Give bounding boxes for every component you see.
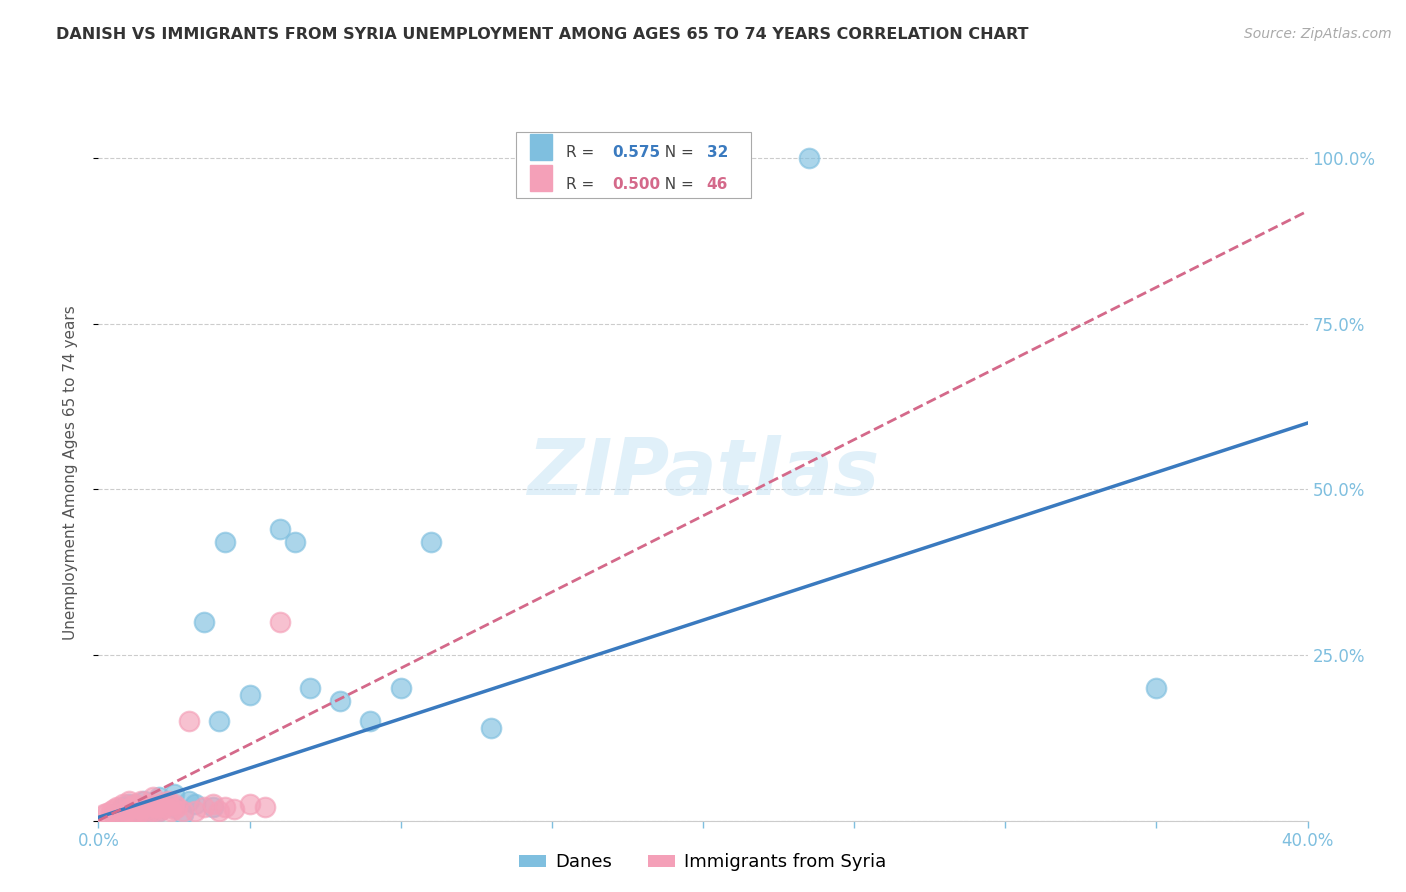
Point [129, 805, 152, 820]
Text: 0.575: 0.575 [613, 145, 661, 161]
Point [797, 151, 820, 165]
Point [202, 800, 225, 814]
Point [156, 794, 179, 808]
Point [202, 797, 225, 811]
Point [160, 804, 183, 818]
Point [132, 800, 155, 814]
Point [124, 797, 146, 811]
Point [96, 805, 118, 820]
Point [103, 802, 125, 816]
Point [163, 800, 186, 814]
Point [93, 807, 115, 822]
Point [360, 714, 382, 729]
Point [103, 807, 125, 822]
Point [153, 800, 176, 814]
Point [163, 802, 186, 816]
Point [118, 802, 141, 816]
Point [114, 804, 136, 818]
Text: R =: R = [567, 177, 599, 192]
Point [329, 694, 352, 708]
Point [1144, 681, 1167, 695]
Point [481, 721, 503, 735]
Point [193, 800, 215, 814]
Point [193, 615, 215, 629]
Text: 0.500: 0.500 [613, 177, 661, 192]
Y-axis label: Unemployment Among Ages 65 to 74 years: Unemployment Among Ages 65 to 74 years [63, 305, 77, 640]
Point [135, 807, 157, 822]
Point [118, 794, 141, 808]
Point [129, 802, 152, 816]
Point [121, 807, 143, 822]
Point [184, 804, 207, 818]
Text: R =: R = [567, 145, 599, 161]
Point [166, 800, 188, 814]
Point [111, 800, 134, 814]
Point [150, 802, 173, 816]
Point [129, 794, 152, 808]
Point [124, 804, 146, 818]
Point [179, 714, 201, 729]
Point [127, 805, 149, 820]
Text: ZIPatlas: ZIPatlas [527, 434, 879, 511]
Point [132, 804, 155, 818]
Text: N =: N = [655, 145, 699, 161]
Point [100, 804, 122, 818]
Point [108, 807, 131, 822]
Text: DANISH VS IMMIGRANTS FROM SYRIA UNEMPLOYMENT AMONG AGES 65 TO 74 YEARS CORRELATI: DANISH VS IMMIGRANTS FROM SYRIA UNEMPLOY… [56, 27, 1029, 42]
Point [105, 800, 128, 814]
Point [420, 535, 443, 549]
Point [118, 797, 141, 811]
Point [214, 535, 236, 549]
Point [145, 800, 167, 814]
Point [239, 688, 262, 702]
Point [208, 804, 231, 818]
Point [184, 797, 207, 811]
Point [103, 808, 125, 822]
Point [269, 522, 291, 536]
Point [253, 800, 276, 814]
Text: 32: 32 [707, 145, 728, 161]
Point [163, 787, 186, 801]
Bar [530, 164, 553, 191]
Point [148, 790, 170, 805]
Point [132, 794, 155, 808]
Bar [516, 132, 751, 198]
Point [142, 804, 165, 818]
Point [139, 797, 162, 811]
Point [284, 535, 307, 549]
Bar [530, 134, 553, 161]
Point [172, 804, 194, 818]
Point [148, 804, 170, 818]
Point [124, 802, 146, 816]
Point [111, 805, 134, 820]
Text: Source: ZipAtlas.com: Source: ZipAtlas.com [1244, 27, 1392, 41]
Point [163, 797, 186, 811]
Point [135, 808, 157, 822]
Point [269, 615, 291, 629]
Point [148, 804, 170, 818]
Point [108, 804, 131, 818]
Legend: Danes, Immigrants from Syria: Danes, Immigrants from Syria [512, 847, 894, 879]
Point [214, 800, 236, 814]
Point [389, 681, 412, 695]
Point [299, 681, 322, 695]
Point [153, 797, 176, 811]
Point [142, 799, 165, 814]
Point [121, 799, 143, 814]
Text: 46: 46 [707, 177, 728, 192]
Point [239, 797, 262, 811]
Point [111, 797, 134, 811]
Text: N =: N = [655, 177, 699, 192]
Point [148, 797, 170, 811]
Point [179, 794, 201, 808]
Point [172, 807, 194, 822]
Point [142, 790, 165, 805]
Point [208, 714, 231, 729]
Point [224, 802, 246, 816]
